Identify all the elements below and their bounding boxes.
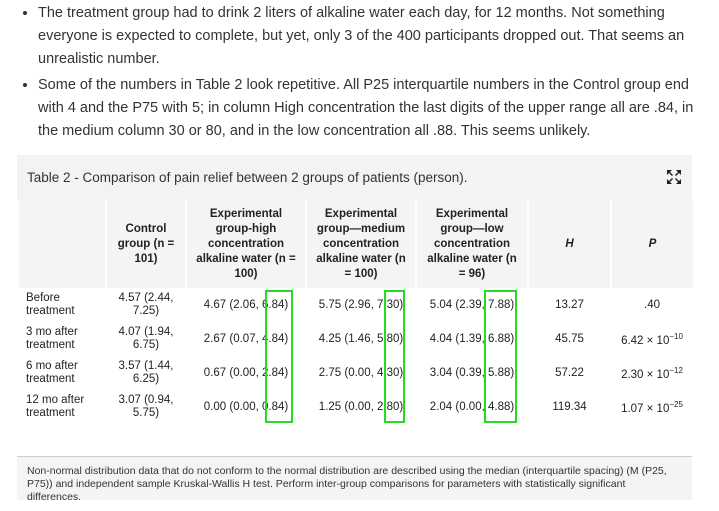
bullet-list: The treatment group had to drink 2 liter… <box>0 2 700 146</box>
cell-text: 4.25 (1.46, 5.80) <box>318 332 404 345</box>
cell-exponent: −10 <box>669 332 683 342</box>
header-cell: H <box>527 200 611 288</box>
table-cell: 2.04 (0.00, 4.88) <box>416 390 528 424</box>
table-cell: 6 mo after treatment <box>18 356 106 390</box>
table-cell: 57.22 <box>528 356 611 390</box>
cell-exponent: −25 <box>669 400 683 410</box>
cell-base: 6.42 × 10 <box>621 334 670 347</box>
cell-text: 6 mo after treatment <box>26 360 78 385</box>
cell-text: 13.27 <box>555 298 584 311</box>
cell-base: 1.07 × 10 <box>621 402 670 415</box>
table-cell: 0.67 (0.00, 2.84) <box>186 356 306 390</box>
table-cell: 3.04 (0.39, 5.88) <box>416 356 528 390</box>
cell-text: 4.04 (1.39, 6.88) <box>429 332 515 345</box>
table-cell: 45.75 <box>528 322 611 356</box>
cell-text: 4.07 (1.94, 6.75) <box>118 326 174 351</box>
cell-text: 2.75 (0.00, 4.30) <box>318 366 404 379</box>
table-cell: 6.42 × 10−10 <box>611 322 693 356</box>
table-row: Before treatment 4.57 (2.44, 7.25) 4.67 (2… <box>18 288 693 322</box>
table-cell: 2.75 (0.00, 4.30) <box>306 356 416 390</box>
cell-base: 2.30 × 10 <box>621 368 670 381</box>
header-cell: P <box>610 200 693 288</box>
table-cell: 119.34 <box>528 390 611 424</box>
highlight-box <box>484 290 517 423</box>
header-text: Experimental group—medium concentration … <box>316 207 406 280</box>
table-title-bar: Table 2 - Comparison of pain relief betw… <box>17 155 692 200</box>
cell-text: 57.22 <box>555 366 584 379</box>
table-cell: 3.57 (1.44, 6.25) <box>106 356 186 390</box>
table-cell: 12 mo after treatment <box>18 390 106 424</box>
highlight-box <box>265 290 293 423</box>
cell-exponent: −12 <box>669 366 683 376</box>
table-cell: 1.25 (0.00, 2.80) <box>306 390 416 424</box>
header-cell: Experimental group—low concentration alk… <box>415 200 528 288</box>
data-table: Control group (n = 101) Experimental grou… <box>17 200 693 424</box>
cell-text: 2.67 (0.07, 4.84) <box>203 332 289 345</box>
cell-text: 1.25 (0.00, 2.80) <box>318 400 404 413</box>
cell-text: 4.57 (2.44, 7.25) <box>118 292 174 317</box>
header-text: H <box>565 237 574 250</box>
header-row: Control group (n = 101) Experimental grou… <box>17 200 693 288</box>
cell-text: 119.34 <box>552 400 587 413</box>
table-cell: 3 mo after treatment <box>18 322 106 356</box>
expand-icon[interactable] <box>666 169 682 185</box>
cell-text: 45.75 <box>555 332 584 345</box>
cell-text: 3.04 (0.39, 5.88) <box>429 366 515 379</box>
cell-text: .40 <box>644 298 660 311</box>
header-cell: Experimental group—medium concentration … <box>305 200 416 288</box>
table-cell: 2.67 (0.07, 4.84) <box>186 322 306 356</box>
table-cell: 4.67 (2.06, 6.84) <box>186 288 306 322</box>
cell-text: 0.67 (0.00, 2.84) <box>203 366 289 379</box>
header-cell: Control group (n = 101) <box>105 200 186 288</box>
table-cell: 1.07 × 10−25 <box>611 390 693 424</box>
table-cell: 5.75 (2.96, 7.30) <box>306 288 416 322</box>
table-row: 12 mo after treatment 3.07 (0.94, 5.75) 0.… <box>18 390 693 424</box>
table-title: Table 2 - Comparison of pain relief betw… <box>27 170 468 185</box>
cell-text: 3 mo after treatment <box>26 326 78 351</box>
table-cell: 2.30 × 10−12 <box>611 356 693 390</box>
cell-text: Before treatment <box>26 292 75 317</box>
table-cell: 4.25 (1.46, 5.80) <box>306 322 416 356</box>
cell-text: 3.57 (1.44, 6.25) <box>118 360 174 385</box>
table-box: Table 2 - Comparison of pain relief betw… <box>17 155 693 424</box>
table-cell: 0.00 (0.00, 0.84) <box>186 390 306 424</box>
table-cell: 5.04 (2.39, 7.88) <box>416 288 528 322</box>
table-cell: Before treatment <box>18 288 106 322</box>
table-row: 3 mo after treatment 4.07 (1.94, 6.75) 2.6… <box>18 322 693 356</box>
bullet: Some of the numbers in Table 2 look repe… <box>38 74 700 143</box>
cell-text: 2.04 (0.00, 4.88) <box>429 400 515 413</box>
table-cell: 13.27 <box>528 288 611 322</box>
table-cell: .40 <box>611 288 693 322</box>
cell-text: 5.04 (2.39, 7.88) <box>429 298 515 311</box>
table-cell: 4.07 (1.94, 6.75) <box>106 322 186 356</box>
header-text: P <box>648 237 657 250</box>
bullet: The treatment group had to drink 2 liter… <box>38 2 700 71</box>
header-cell: Experimental group-high concentration al… <box>185 200 306 288</box>
header-text: Control group (n = 101) <box>117 222 175 265</box>
cell-text: 0.00 (0.00, 0.84) <box>203 400 289 413</box>
cell-text: 12 mo after treatment <box>26 394 85 419</box>
table-footnote: Non-normal distribution data that do not… <box>17 456 692 503</box>
cell-text: 4.67 (2.06, 6.84) <box>203 298 289 311</box>
table-cell: 4.57 (2.44, 7.25) <box>106 288 186 322</box>
header-text: Experimental group-high concentration al… <box>196 207 296 280</box>
highlight-box <box>384 290 405 423</box>
table-cell: 4.04 (1.39, 6.88) <box>416 322 528 356</box>
cell-text: 3.07 (0.94, 5.75) <box>118 394 174 419</box>
table-cell: 3.07 (0.94, 5.75) <box>106 390 186 424</box>
table-body: Before treatment 4.57 (2.44, 7.25) 4.67 (2… <box>18 288 693 424</box>
cell-text: 5.75 (2.96, 7.30) <box>318 298 404 311</box>
header-cell <box>17 200 106 288</box>
table-row: 6 mo after treatment 3.57 (1.44, 6.25) 0.6… <box>18 356 693 390</box>
header-text: Experimental group—low concentration alk… <box>427 207 517 280</box>
